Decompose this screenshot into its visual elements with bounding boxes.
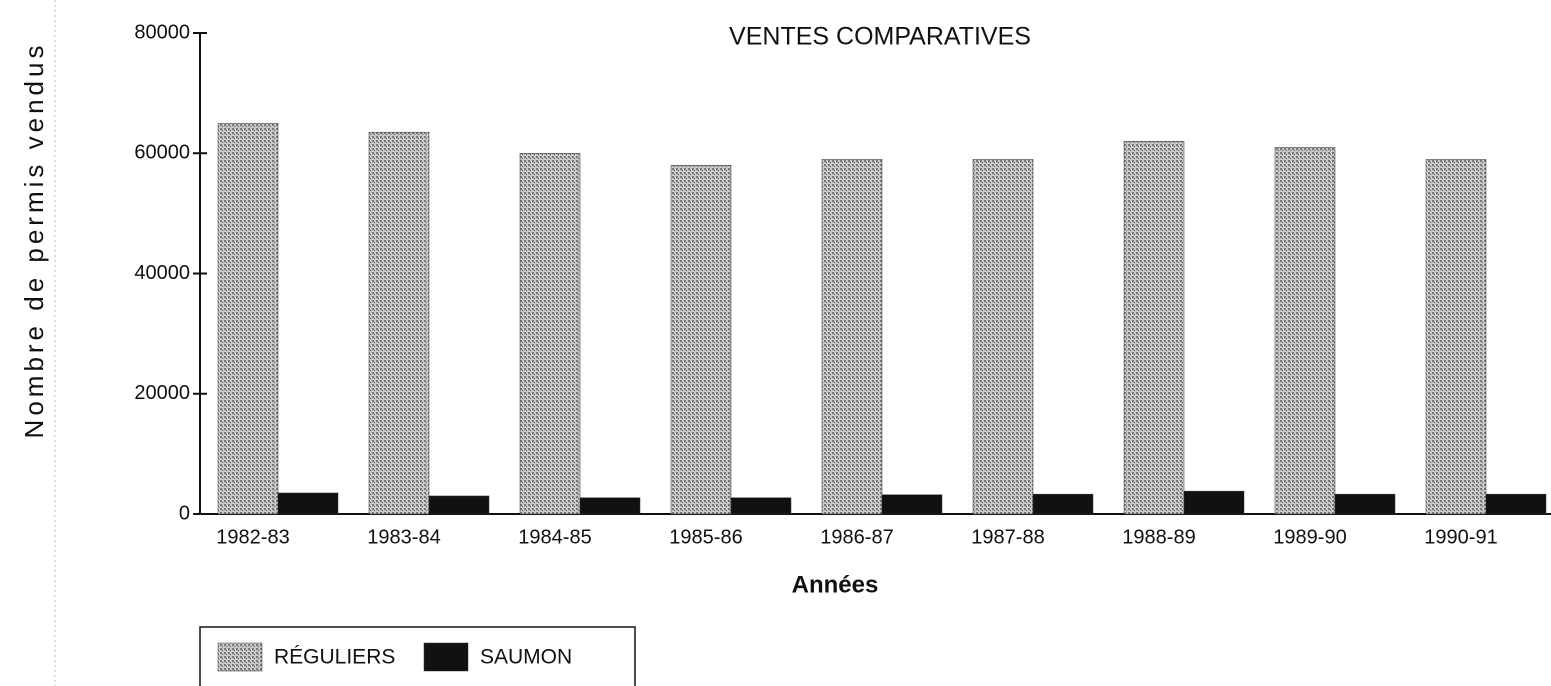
y-tick-label: 80000 (134, 21, 190, 43)
bar (670, 165, 732, 515)
bar (821, 159, 883, 515)
bar (1032, 493, 1094, 515)
bar (428, 495, 490, 515)
x-tick-label: 1986-87 (820, 526, 893, 548)
x-tick-label: 1989-90 (1273, 526, 1346, 548)
bar (1425, 159, 1487, 515)
bar (881, 494, 943, 515)
x-tick-label: 1982-83 (216, 526, 289, 548)
bar (730, 497, 792, 515)
bar (972, 159, 1034, 515)
bar (1274, 146, 1336, 515)
x-tick-label: 1990-91 (1424, 526, 1497, 548)
y-tick-label: 60000 (134, 142, 190, 164)
bar (1123, 140, 1185, 515)
bar (1183, 490, 1245, 515)
bar (217, 122, 279, 515)
bar (579, 497, 641, 515)
y-tick-label: 40000 (134, 262, 190, 284)
bar (1485, 493, 1547, 515)
x-tick-label: 1983-84 (367, 526, 440, 548)
legend-swatch (217, 642, 263, 672)
x-tick-label: 1988-89 (1122, 526, 1195, 548)
legend-swatch (423, 642, 469, 672)
y-tick-label: 0 (179, 502, 190, 524)
legend-label: RÉGULIERS (274, 646, 395, 669)
x-tick-label: 1985-86 (669, 526, 742, 548)
x-axis-label: Années (792, 571, 879, 598)
x-tick-label: 1987-88 (971, 526, 1044, 548)
legend-label: SAUMON (480, 646, 572, 669)
bar (1334, 493, 1396, 515)
bar (277, 492, 339, 515)
y-axis-label: Nombre de permis vendus (19, 42, 49, 439)
legend-box (199, 626, 636, 686)
bar (519, 153, 581, 515)
chart-title: VENTES COMPARATIVES (729, 23, 1031, 51)
y-tick-label: 20000 (134, 382, 190, 404)
x-tick-label: 1984-85 (518, 526, 591, 548)
bar (368, 131, 430, 515)
